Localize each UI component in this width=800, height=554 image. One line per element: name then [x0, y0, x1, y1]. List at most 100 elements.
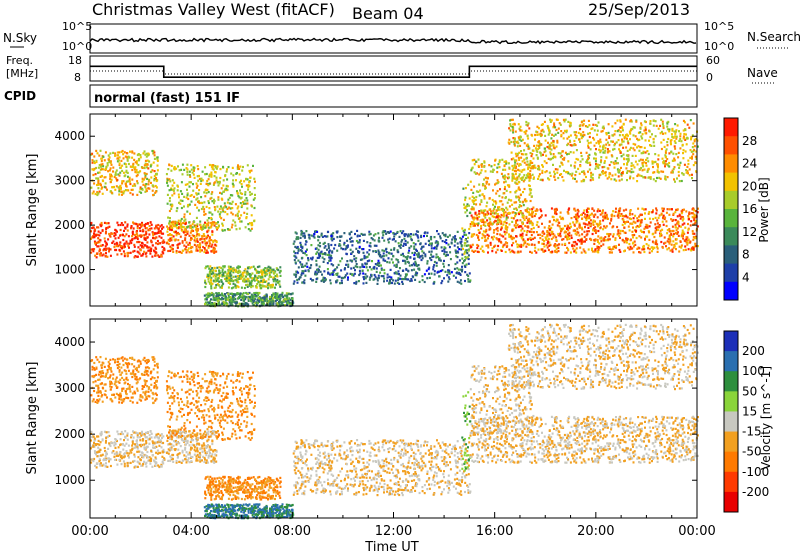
power-echo-cell [197, 200, 199, 203]
power-echo-cell [222, 303, 225, 306]
power-echo-cell [461, 268, 464, 271]
power-echo-cell [191, 223, 194, 226]
power-echo-cell [338, 275, 341, 278]
power-echo-cell [602, 209, 604, 212]
power-echo-cell [487, 212, 490, 215]
power-echo-cell [344, 248, 347, 251]
power-echo-cell [678, 164, 681, 167]
power-echo-cell [210, 276, 213, 279]
power-echo-cell [218, 284, 221, 287]
power-echo-cell [502, 176, 505, 179]
power-echo-cell [150, 181, 152, 184]
power-echo-cell [519, 250, 522, 253]
power-echo-cell [529, 170, 532, 173]
power-echo-cell [316, 256, 319, 259]
power-echo-cell [395, 265, 398, 268]
power-echo-cell [683, 121, 686, 124]
power-echo-cell [253, 206, 256, 210]
power-echo-cell [498, 194, 501, 198]
power-echo-cell [211, 167, 214, 170]
power-echo-cell [519, 225, 522, 228]
power-echo-cell [689, 224, 692, 227]
power-echo-cell [237, 281, 240, 284]
power-echo-cell [317, 239, 320, 242]
power-echo-cell [395, 263, 398, 266]
power-echo-cell [297, 249, 300, 252]
power-echo-cell [560, 217, 563, 220]
power-echo-cell [242, 165, 244, 169]
power-echo-cell [675, 238, 678, 241]
power-echo-cell [149, 221, 152, 224]
power-echo-cell [519, 136, 522, 139]
power-echo-cell [433, 264, 436, 267]
power-echo-cell [458, 259, 461, 262]
power-echo-cell [110, 173, 113, 176]
power-echo-cell [260, 299, 262, 302]
power-echo-cell [683, 132, 686, 136]
power-echo-cell [186, 188, 188, 191]
noise-tick-bottom-left: 10^0 [62, 40, 92, 53]
power-echo-cell [136, 182, 139, 185]
power-echo-cell [277, 297, 280, 300]
power-echo-cell [317, 235, 319, 238]
power-echo-cell [107, 158, 110, 161]
power-echo-cell [106, 255, 109, 258]
power-echo-cell [173, 192, 176, 195]
power-echo-cell [438, 275, 441, 278]
power-echo-cell [109, 160, 112, 163]
power-echo-cell [126, 171, 129, 174]
power-echo-cell [210, 218, 213, 221]
power-echo-cell [644, 212, 646, 215]
power-echo-cell [676, 215, 679, 218]
power-echo-cell [583, 209, 586, 212]
nave-tick-high: 60 [706, 54, 720, 67]
power-echo-cell [245, 184, 248, 187]
power-echo-cell [553, 208, 556, 211]
power-echo-cell [678, 245, 681, 248]
power-echo-cell [508, 235, 511, 238]
power-echo-cell [210, 239, 213, 242]
power-echo-cell [142, 246, 145, 249]
power-echo-cell [496, 216, 499, 219]
power-echo-cell [167, 238, 170, 241]
power-echo-cell [618, 148, 620, 151]
power-echo-cell [183, 213, 186, 216]
power-echo-cell [518, 204, 521, 207]
power-echo-cell [415, 253, 418, 256]
power-echo-cell [153, 177, 156, 180]
power-echo-cell [146, 163, 149, 166]
power-echo-cell [178, 232, 181, 236]
power-echo-cell [305, 240, 308, 243]
power-echo-cell [481, 236, 484, 240]
power-echo-cell [464, 228, 466, 231]
power-echo-cell [288, 297, 291, 300]
power-echo-cell [227, 298, 230, 301]
power-echo-cell [133, 166, 136, 169]
power-echo-cell [650, 144, 653, 147]
power-echo-cell [617, 216, 620, 219]
power-echo-cell [531, 210, 534, 213]
power-echo-cell [482, 223, 485, 226]
power-echo-cell [201, 249, 203, 252]
power-echo-cell [588, 207, 590, 210]
power-echo-cell [306, 265, 309, 268]
power-echo-cell [383, 249, 386, 252]
power-echo-cell [568, 227, 571, 230]
power-echo-cell [667, 120, 670, 123]
power-echo-cell [460, 245, 463, 248]
power-echo-cell [225, 184, 228, 187]
power-echo-cell [168, 209, 171, 213]
power-echo-cell [679, 147, 682, 150]
power-echo-cell [214, 277, 217, 280]
power-echo-cell [218, 280, 221, 283]
power-echo-cell [628, 242, 631, 246]
power-echo-cell [143, 234, 146, 237]
power-echo-cell [245, 283, 247, 287]
power-echo-cell [497, 219, 499, 222]
power-echo-cell [421, 279, 424, 282]
power-echo-cell [500, 227, 503, 230]
power-echo-cell [638, 235, 641, 238]
power-echo-cell [158, 255, 161, 258]
power-echo-cell [594, 226, 597, 229]
power-echo-cell [429, 236, 432, 239]
